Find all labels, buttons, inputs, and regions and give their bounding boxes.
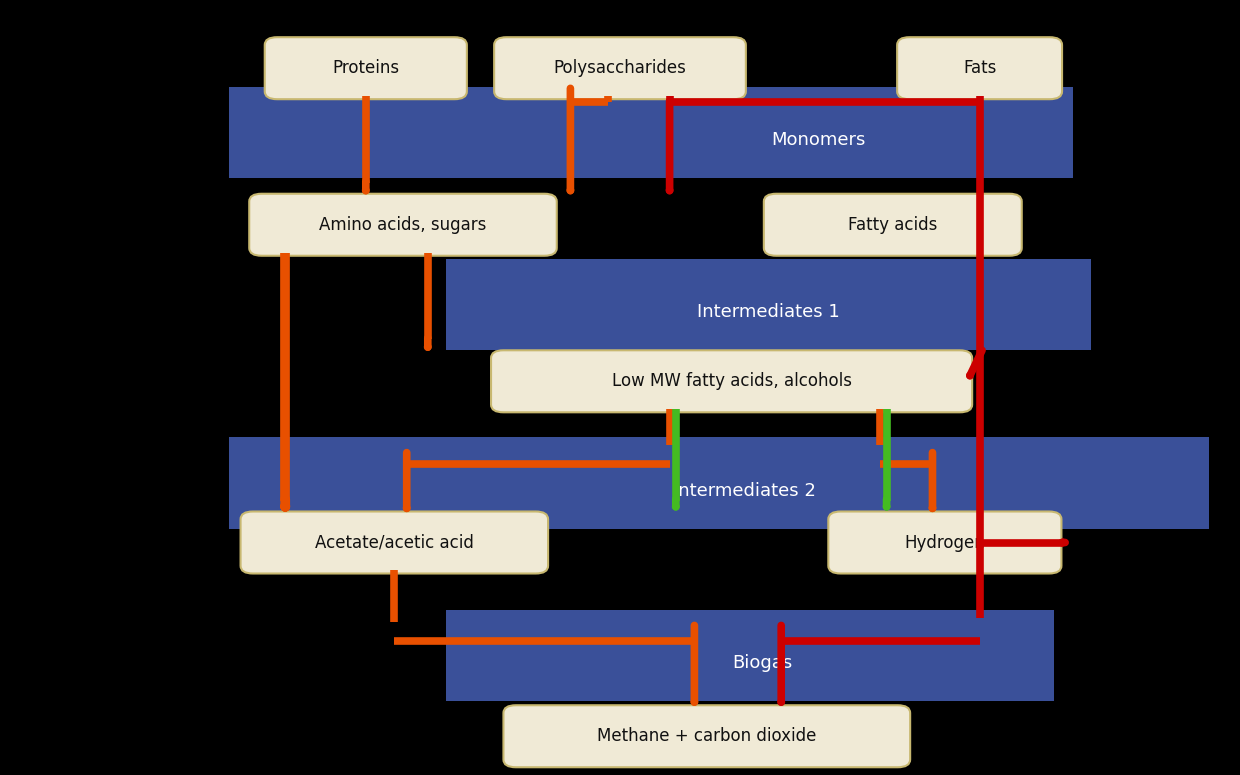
FancyBboxPatch shape [898,37,1061,99]
Text: Amino acids, sugars: Amino acids, sugars [320,215,486,234]
FancyBboxPatch shape [241,512,548,574]
Text: Intermediates 1: Intermediates 1 [697,303,841,322]
FancyBboxPatch shape [491,350,972,412]
FancyBboxPatch shape [503,705,910,767]
Text: Hydrogen: Hydrogen [904,533,986,552]
Bar [229,87,1073,178]
Bar [229,437,1209,529]
FancyBboxPatch shape [264,37,466,99]
FancyBboxPatch shape [494,37,745,99]
Text: Low MW fatty acids, alcohols: Low MW fatty acids, alcohols [611,372,852,391]
FancyBboxPatch shape [249,194,557,256]
Text: Acetate/acetic acid: Acetate/acetic acid [315,533,474,552]
Text: Biogas: Biogas [733,654,792,673]
Text: Fatty acids: Fatty acids [848,215,937,234]
FancyBboxPatch shape [828,512,1061,574]
FancyBboxPatch shape [764,194,1022,256]
Bar [446,259,1091,350]
Text: Methane + carbon dioxide: Methane + carbon dioxide [598,727,816,746]
Text: Proteins: Proteins [332,59,399,78]
Text: Fats: Fats [963,59,996,78]
Text: Polysaccharides: Polysaccharides [553,59,687,78]
Bar [446,610,1054,701]
Text: Intermediates 2: Intermediates 2 [672,481,816,500]
Text: Monomers: Monomers [771,131,866,150]
